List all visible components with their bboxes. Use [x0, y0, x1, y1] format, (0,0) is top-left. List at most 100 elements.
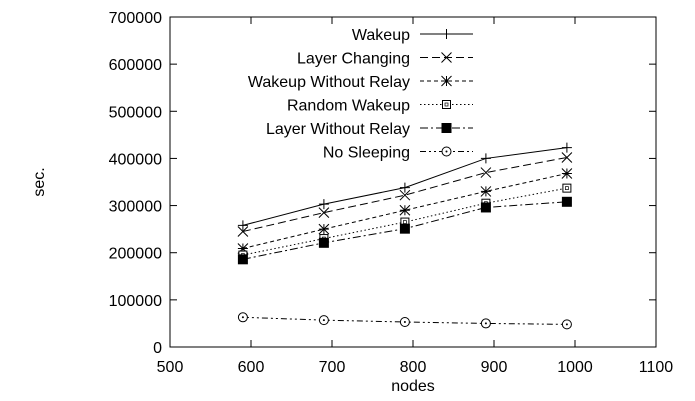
open-square-marker-inner — [444, 102, 449, 107]
legend-item: Layer Changing — [297, 51, 473, 68]
data-point — [399, 223, 410, 234]
series-2 — [237, 168, 573, 254]
cross-marker-shape — [441, 52, 452, 63]
open-circle-marker-dot — [565, 323, 568, 326]
series-5 — [237, 312, 572, 330]
data-point — [237, 243, 249, 254]
data-point — [480, 318, 491, 329]
data-point — [318, 199, 329, 210]
data-point — [237, 220, 248, 231]
cross-marker-shape — [318, 207, 330, 218]
data-point — [399, 189, 411, 201]
series-4 — [237, 196, 572, 265]
data-point — [561, 196, 572, 207]
data-point — [561, 168, 573, 179]
filled-square-marker-shape — [480, 202, 491, 213]
legend-item: Wakeup Without Relay — [248, 74, 473, 91]
open-square-marker-shape — [442, 100, 451, 109]
open-circle-marker-dot — [241, 316, 244, 319]
data-point — [318, 207, 330, 218]
y-axis-label: sec. — [31, 167, 48, 196]
data-point — [318, 223, 330, 235]
y-tick-label: 100000 — [109, 293, 162, 310]
cross-marker-shape — [561, 152, 573, 163]
y-tick-label: 0 — [153, 340, 162, 357]
y-tick-label: 600000 — [109, 57, 162, 74]
legend-marker — [441, 75, 452, 87]
data-point — [561, 152, 573, 163]
x-tick-label: 700 — [319, 359, 346, 376]
plus-marker-shape — [237, 220, 248, 231]
data-point — [480, 153, 491, 164]
plus-marker-shape — [561, 142, 572, 153]
axes: 0 100000 200000 300000 400000 500000 600000 700… — [109, 10, 674, 376]
filled-square-marker-shape — [441, 123, 452, 133]
data-point — [399, 317, 410, 328]
data-point — [399, 182, 410, 193]
star-marker-shape — [399, 204, 411, 216]
x-tick-label: 500 — [157, 359, 184, 376]
y-tick-label: 400000 — [109, 151, 162, 168]
data-point — [237, 312, 248, 323]
x-tick-label: 1100 — [639, 359, 674, 376]
series-layer — [237, 142, 573, 330]
cross-marker-shape — [399, 189, 411, 201]
legend-item: Wakeup — [352, 27, 473, 44]
legend-label: Wakeup — [352, 27, 410, 44]
plus-marker-shape — [480, 153, 491, 164]
legend: Wakeup Layer Changing Wakeup Without Relay… — [248, 27, 473, 162]
y-tick-label: 300000 — [109, 199, 162, 216]
x-tick-label: 800 — [400, 359, 427, 376]
legend-item: No Sleeping — [323, 145, 473, 162]
data-point — [561, 142, 572, 153]
star-marker-shape — [561, 168, 573, 179]
data-point — [480, 186, 492, 197]
open-circle-marker-dot — [403, 321, 406, 324]
filled-square-marker-shape — [399, 223, 410, 234]
open-circle-marker-dot — [322, 319, 325, 322]
filled-square-marker-shape — [237, 254, 248, 265]
cross-marker-shape — [237, 226, 249, 237]
series-1 — [237, 152, 573, 237]
legend-item: Random Wakeup — [287, 98, 473, 115]
legend-label: Layer Changing — [297, 51, 410, 68]
star-marker-shape — [480, 186, 492, 197]
y-tick-label: 500000 — [109, 104, 162, 121]
star-marker-shape — [441, 75, 452, 87]
data-point — [480, 167, 492, 178]
y-tick-label: 200000 — [109, 246, 162, 263]
legend-marker — [442, 100, 451, 109]
open-square-marker-inner — [565, 186, 569, 190]
legend-marker — [441, 123, 452, 133]
filled-square-marker-shape — [318, 237, 329, 248]
series-line — [242, 156, 567, 232]
legend-label: Layer Without Relay — [266, 121, 410, 138]
open-circle-marker-dot — [445, 150, 448, 153]
plus-marker-shape — [318, 199, 329, 210]
plus-marker-shape — [441, 29, 452, 39]
x-tick-label: 1000 — [557, 359, 593, 376]
star-marker-shape — [237, 243, 249, 254]
data-point — [318, 237, 329, 248]
open-square-marker-inner — [403, 220, 407, 224]
data-point — [562, 183, 572, 193]
x-tick-label: 900 — [481, 359, 508, 376]
data-point — [237, 226, 249, 237]
legend-marker — [441, 52, 452, 63]
open-square-marker-shape — [562, 183, 572, 193]
data-point — [561, 319, 572, 330]
data-point — [480, 202, 491, 213]
data-point — [237, 254, 248, 265]
y-tick-label: 700000 — [109, 10, 162, 27]
star-marker-shape — [318, 223, 330, 235]
data-point — [399, 204, 411, 216]
legend-marker — [441, 29, 452, 39]
legend-label: Wakeup Without Relay — [248, 74, 410, 91]
filled-square-marker-shape — [561, 196, 572, 207]
plus-marker-shape — [399, 182, 410, 193]
x-tick-label: 600 — [238, 359, 265, 376]
cross-marker-shape — [480, 167, 492, 178]
open-circle-marker-dot — [484, 322, 487, 325]
plot-frame — [169, 16, 657, 348]
